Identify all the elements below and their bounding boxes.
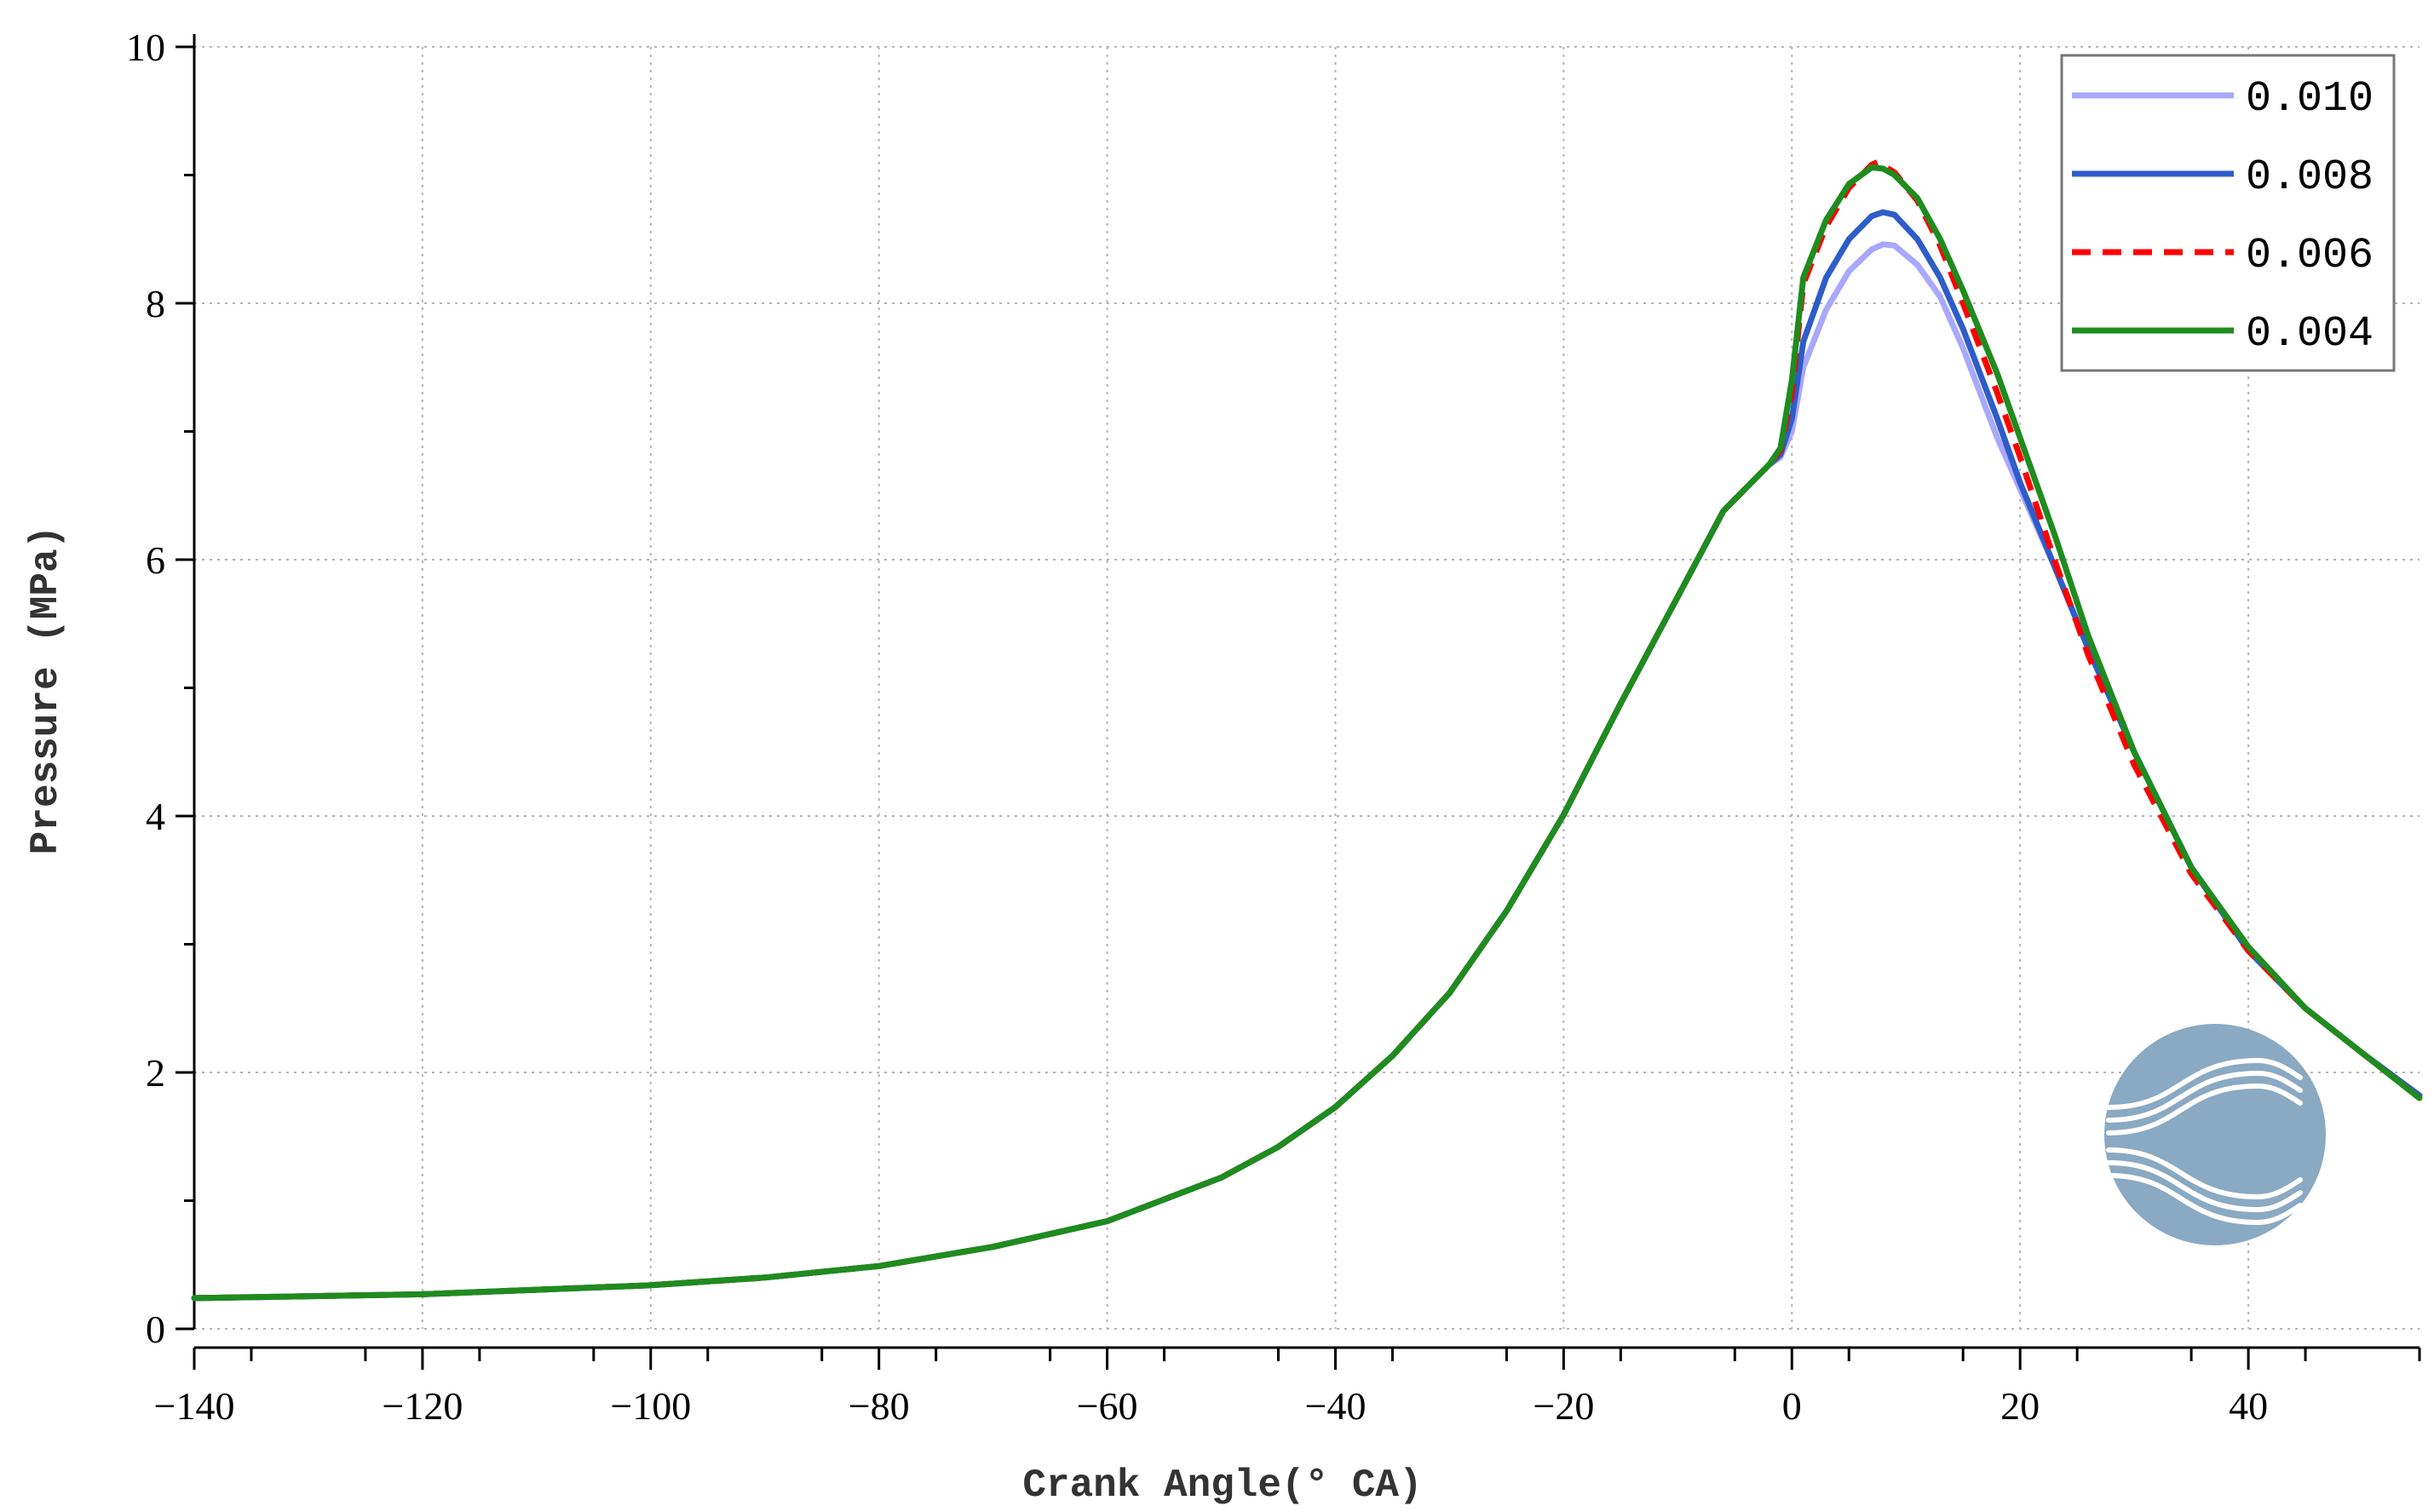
y-axis-title: Pressure (MPa) <box>24 526 68 854</box>
y-tick-label: 8 <box>146 282 165 325</box>
legend-label: 0.008 <box>2246 153 2374 202</box>
legend-label: 0.006 <box>2246 232 2374 280</box>
x-tick-label: −140 <box>154 1384 235 1428</box>
y-tick-label: 10 <box>126 26 165 69</box>
y-tick-label: 2 <box>146 1051 165 1095</box>
y-tick-label: 4 <box>146 795 165 838</box>
y-tick-label: 0 <box>146 1308 165 1351</box>
x-axis-title: Crank Angle(° CA) <box>1022 1463 1422 1508</box>
x-tick-label: −80 <box>849 1384 910 1428</box>
x-tick-label: −20 <box>1533 1384 1594 1428</box>
series-lines <box>191 159 2423 1302</box>
x-tick-label: −60 <box>1077 1384 1138 1428</box>
x-tick-label: −100 <box>610 1384 691 1428</box>
tick-labels: 0 2 4 6 8 10 −140 −120 −100 −80 −60 −40 −20 0 20 40 <box>126 26 2268 1428</box>
x-tick-label: −40 <box>1305 1384 1367 1428</box>
legend: 0.010 0.008 0.006 0.004 <box>2060 54 2396 372</box>
x-tick-label: 20 <box>2000 1384 2040 1428</box>
legend-box <box>2060 54 2396 372</box>
series-line-0-004 <box>191 164 2423 1302</box>
wave-logo-icon <box>2104 1024 2326 1245</box>
grid-lines <box>193 46 2420 1330</box>
x-tick-label: 0 <box>1782 1384 1802 1428</box>
axes <box>176 34 2421 1370</box>
legend-label: 0.004 <box>2246 310 2374 359</box>
x-tick-label: −120 <box>382 1384 463 1428</box>
x-tick-label: 40 <box>2229 1384 2268 1428</box>
y-tick-label: 6 <box>146 538 165 582</box>
legend-label: 0.010 <box>2246 75 2374 124</box>
